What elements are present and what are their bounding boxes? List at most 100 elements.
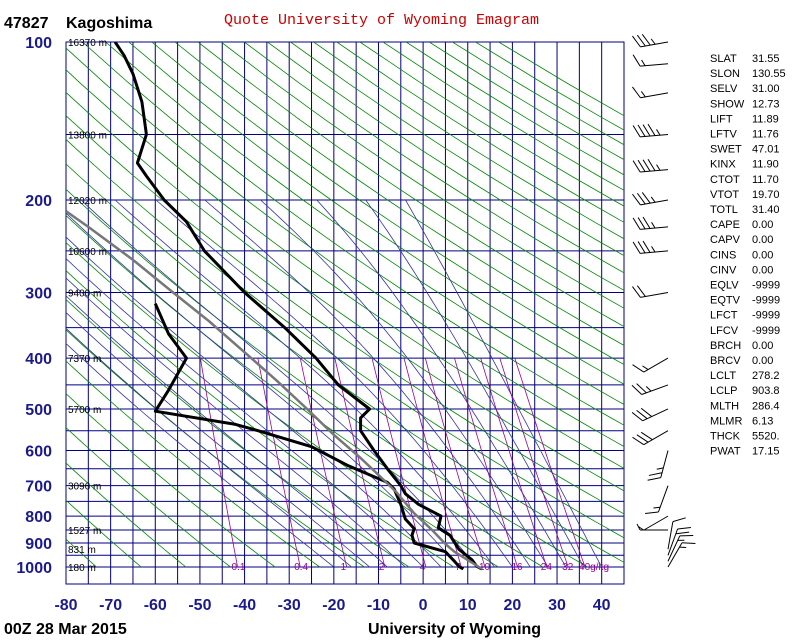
dry-adiabat [66, 69, 624, 469]
dry-adiabat [244, 42, 624, 291]
index-key: THCK [710, 431, 741, 443]
wind-barb [667, 526, 691, 556]
dry-adiabat [290, 42, 624, 257]
dry-adiabat [66, 163, 624, 563]
index-value: 0.00 [752, 264, 773, 276]
mixing-ratio-label: 16 [512, 562, 524, 573]
mixing-ratio-label: 0.4 [294, 562, 308, 573]
moist-adiabat [66, 342, 335, 568]
index-value: 31.40 [752, 204, 780, 216]
chart-title: Quote University of Wyoming Emagram [224, 12, 539, 29]
index-key: CINS [710, 249, 736, 261]
index-key: SLAT [710, 53, 737, 65]
index-value: 278.2 [752, 370, 780, 382]
index-value: -9999 [752, 280, 780, 292]
mixing-ratio-line [424, 357, 486, 568]
moist-adiabat [66, 277, 406, 568]
mixing-ratio-line [257, 358, 301, 568]
mixing-ratio-label: 1 [341, 562, 347, 573]
index-value: 0.00 [752, 355, 773, 367]
temperature-tick-label: 20 [504, 597, 522, 614]
index-key: PWAT [710, 446, 741, 458]
pressure-tick-label: 900 [25, 536, 52, 553]
dry-adiabat [174, 42, 624, 346]
wind-barb [632, 86, 669, 99]
index-value: 19.70 [752, 189, 780, 201]
wind-barb [632, 192, 669, 206]
mixing-ratio-label: 32 [562, 562, 574, 573]
index-key: SELV [710, 83, 738, 95]
index-value: 11.89 [752, 113, 779, 125]
temperature-tick-label: 30 [548, 597, 566, 614]
mixing-ratio-label: 0.1 [232, 562, 246, 573]
moist-adiabat [66, 212, 460, 568]
footer-source: University of Wyoming [368, 621, 541, 638]
index-value: 0.00 [752, 219, 773, 231]
index-value: 903.8 [752, 385, 780, 397]
index-key: KINX [710, 159, 736, 171]
index-value: 6.13 [752, 415, 773, 427]
moist-adiabat [365, 199, 585, 568]
wind-barb [632, 123, 669, 138]
dry-adiabat [66, 299, 410, 568]
index-key: SWET [710, 144, 742, 156]
wind-barbs [631, 34, 696, 568]
mixing-ratio-line [299, 358, 348, 568]
moist-adiabat [155, 199, 513, 568]
index-value: 12.73 [752, 98, 780, 110]
index-key: VTOT [710, 189, 739, 201]
temperature-tick-label: -30 [278, 597, 301, 614]
sounding-series [66, 42, 483, 571]
pressure-tick-label: 300 [25, 285, 52, 302]
pressure-tick-label: 1000 [16, 560, 52, 577]
pressure-tick-label: 600 [25, 444, 52, 461]
pressure-tick-label: 500 [25, 402, 52, 419]
index-key: LCLT [710, 370, 736, 382]
mixing-ratio-label: 10 [479, 562, 491, 573]
height-label: 9400 m [68, 288, 101, 299]
dry-adiabat [197, 42, 624, 327]
height-labels: 180 m 831 m 1527 m 3096 m 5700 m 7370 m 9400 m… [68, 38, 107, 574]
wind-barb [632, 285, 669, 298]
mixing-ratio-label: 4 [420, 562, 426, 573]
height-label: 180 m [68, 563, 96, 574]
dry-adiabat [128, 42, 624, 385]
dry-adiabat [267, 42, 624, 274]
index-value: 0.00 [752, 249, 773, 261]
index-key: LIFT [710, 113, 733, 125]
index-key: BRCV [710, 355, 741, 367]
height-label: 3096 m [68, 482, 101, 493]
height-label: 7370 m [68, 354, 101, 365]
moist-adiabat [260, 199, 549, 568]
dry-adiabat [105, 42, 624, 405]
series-parcel [66, 210, 483, 571]
moist-adiabat [204, 199, 531, 568]
index-key: LFTV [710, 129, 738, 141]
height-label: 16370 m [68, 38, 107, 49]
moist-adiabat [66, 311, 370, 568]
temperature-tick-label: 40 [593, 597, 611, 614]
wind-barb [632, 54, 669, 67]
index-value: 0.00 [752, 340, 773, 352]
index-value: -9999 [752, 310, 780, 322]
index-value: 286.4 [752, 400, 780, 412]
dry-adiabat [66, 393, 276, 568]
dry-adiabat [66, 91, 624, 492]
index-key: LCLP [710, 385, 738, 397]
temperature-tick-label: -60 [144, 597, 167, 614]
pressure-tick-label: 400 [25, 351, 52, 368]
temperature-tick-label: -10 [367, 597, 390, 614]
moist-adiabat [316, 199, 567, 568]
height-label: 13800 m [68, 130, 107, 141]
index-key: EQTV [710, 295, 741, 307]
wind-barb [647, 450, 669, 481]
wind-barb [632, 430, 669, 446]
wind-barb [637, 515, 669, 531]
temperature-tick-label: -80 [54, 597, 77, 614]
pressure-tick-labels: 1000 900 800 700 600 500 400 300 200 100 [16, 35, 52, 577]
mixing-ratio-label: 2 [379, 562, 385, 573]
temperature-tick-label: -40 [233, 597, 256, 614]
temperature-tick-label: -70 [99, 597, 122, 614]
index-value: -9999 [752, 295, 780, 307]
